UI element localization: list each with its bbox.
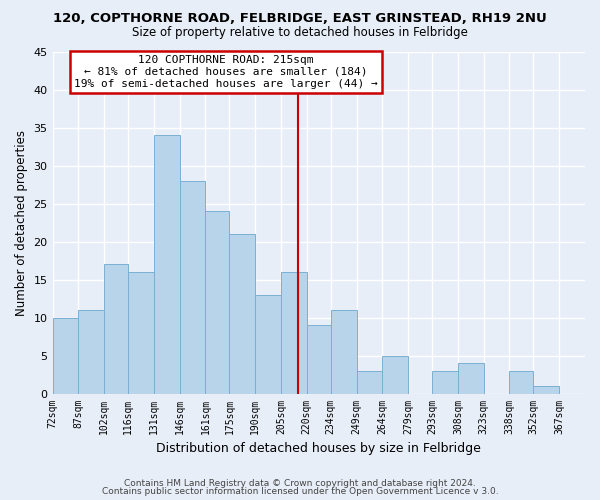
X-axis label: Distribution of detached houses by size in Felbridge: Distribution of detached houses by size … [157,442,481,455]
Bar [382,356,408,394]
Bar [79,310,104,394]
Bar [179,180,205,394]
Bar [255,294,281,394]
Y-axis label: Number of detached properties: Number of detached properties [15,130,28,316]
Text: 120, COPTHORNE ROAD, FELBRIDGE, EAST GRINSTEAD, RH19 2NU: 120, COPTHORNE ROAD, FELBRIDGE, EAST GRI… [53,12,547,26]
Bar [205,211,229,394]
Bar [509,371,533,394]
Text: Contains public sector information licensed under the Open Government Licence v : Contains public sector information licen… [101,487,499,496]
Bar [53,318,79,394]
Bar [128,272,154,394]
Text: 120 COPTHORNE ROAD: 215sqm
← 81% of detached houses are smaller (184)
19% of sem: 120 COPTHORNE ROAD: 215sqm ← 81% of deta… [74,56,378,88]
Bar [229,234,255,394]
Bar [307,325,331,394]
Text: Size of property relative to detached houses in Felbridge: Size of property relative to detached ho… [132,26,468,39]
Bar [281,272,307,394]
Bar [533,386,559,394]
Bar [356,371,382,394]
Text: Contains HM Land Registry data © Crown copyright and database right 2024.: Contains HM Land Registry data © Crown c… [124,478,476,488]
Bar [432,371,458,394]
Bar [458,363,484,394]
Bar [154,135,179,394]
Bar [104,264,128,394]
Bar [331,310,356,394]
